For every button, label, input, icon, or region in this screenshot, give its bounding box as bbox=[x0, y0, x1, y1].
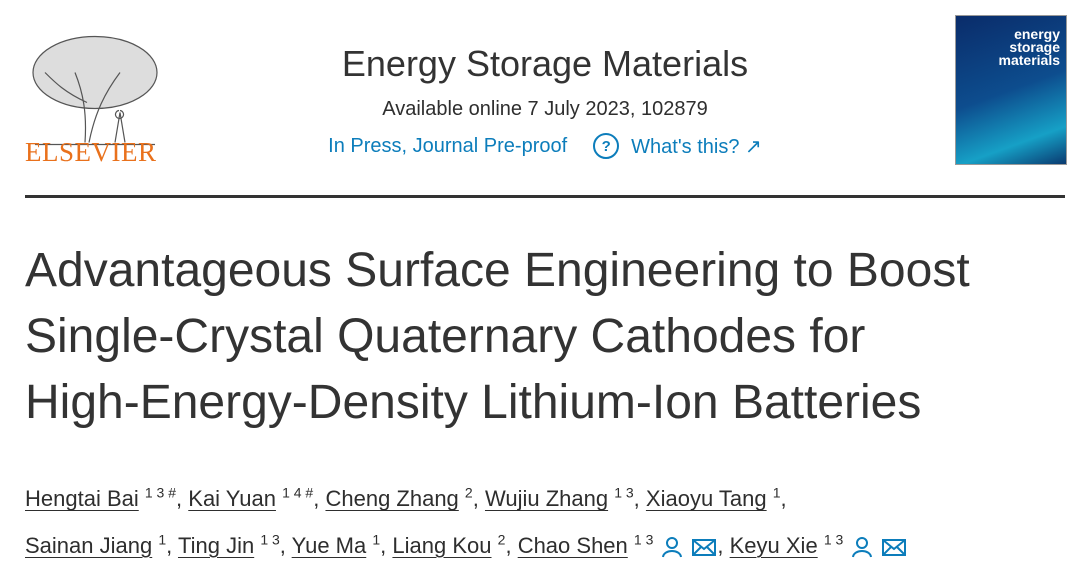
author: Wujiu Zhang 1 3, bbox=[484, 485, 640, 512]
author-list: Hengtai Bai 1 3 #, Kai Yuan 1 4 #, Cheng… bbox=[25, 473, 907, 566]
journal-cover[interactable]: energy storage materials bbox=[955, 15, 1067, 165]
cover-text: energy bbox=[1014, 26, 1060, 42]
author-name[interactable]: Liang Kou bbox=[392, 532, 492, 558]
cover-text: materials bbox=[998, 52, 1060, 68]
author-name[interactable]: Yue Ma bbox=[291, 532, 367, 558]
divider bbox=[25, 195, 1065, 198]
help-link[interactable]: What's this? ↗ bbox=[631, 135, 762, 158]
journal-name[interactable]: Energy Storage Materials bbox=[341, 43, 749, 84]
email-icon[interactable] bbox=[881, 537, 907, 557]
affiliation: 2 bbox=[497, 531, 506, 548]
affiliation: 1 bbox=[158, 531, 167, 548]
separator: , bbox=[380, 532, 387, 558]
author: Keyu Xie 1 3 bbox=[729, 531, 908, 558]
author-name[interactable]: Sainan Jiang bbox=[25, 532, 153, 558]
affiliation: 1 3 # bbox=[144, 485, 177, 501]
status-row: In Press, Journal Pre-proof ? What's thi… bbox=[300, 133, 790, 159]
cover-text: storage bbox=[1009, 39, 1060, 55]
publisher-name: ELSEVIER bbox=[25, 137, 157, 167]
status: In Press, Journal Pre-proof bbox=[328, 134, 568, 157]
author-line: Sainan Jiang 1, Ting Jin 1 3, Yue Ma 1, … bbox=[25, 519, 907, 565]
availability: Available online 7 July 2023, 102879 bbox=[382, 98, 708, 120]
affiliation: 1 3 bbox=[260, 531, 280, 548]
separator: , bbox=[633, 486, 640, 512]
author-name[interactable]: Hengtai Bai bbox=[25, 486, 139, 512]
author: Cheng Zhang 2, bbox=[325, 485, 479, 512]
author: Hengtai Bai 1 3 #, bbox=[25, 485, 183, 512]
author-name[interactable]: Xiaoyu Tang bbox=[645, 486, 767, 512]
author: Ting Jin 1 3, bbox=[177, 531, 286, 558]
author: Xiaoyu Tang 1, bbox=[645, 485, 787, 512]
separator: , bbox=[505, 532, 512, 558]
title-line: High-Energy-Density Lithium-Ion Batterie… bbox=[25, 376, 922, 429]
affiliation: 1 3 bbox=[823, 531, 844, 548]
author-name[interactable]: Ting Jin bbox=[177, 532, 255, 558]
author-name[interactable]: Cheng Zhang bbox=[325, 486, 459, 512]
author: Sainan Jiang 1, bbox=[25, 531, 173, 558]
author-name[interactable]: Kai Yuan bbox=[188, 486, 276, 512]
affiliation: 1 3 bbox=[633, 531, 654, 548]
publisher-logo bbox=[32, 35, 158, 146]
journal-info: Energy Storage Materials Available onlin… bbox=[300, 40, 790, 159]
help-icon[interactable]: ? bbox=[593, 133, 620, 159]
separator: , bbox=[472, 486, 479, 512]
separator: , bbox=[780, 486, 787, 512]
separator: , bbox=[166, 532, 173, 558]
author-name[interactable]: Chao Shen bbox=[517, 532, 628, 558]
affiliation: 1 3 bbox=[614, 485, 634, 501]
affiliation: 2 bbox=[464, 485, 473, 501]
person-icon[interactable] bbox=[661, 536, 683, 558]
email-icon[interactable] bbox=[691, 537, 717, 557]
affiliation: 1 bbox=[372, 531, 381, 548]
title-line: Advantageous Surface Engineering to Boos… bbox=[25, 244, 970, 297]
author-name[interactable]: Wujiu Zhang bbox=[484, 486, 609, 512]
author: Liang Kou 2, bbox=[392, 531, 512, 558]
separator: , bbox=[176, 486, 183, 512]
author-line: Hengtai Bai 1 3 #, Kai Yuan 1 4 #, Cheng… bbox=[25, 473, 907, 519]
person-icon[interactable] bbox=[851, 536, 873, 558]
affiliation: 1 bbox=[772, 485, 781, 501]
separator: , bbox=[717, 532, 724, 558]
author: Chao Shen 1 3, bbox=[517, 531, 724, 558]
author: Yue Ma 1, bbox=[291, 531, 387, 558]
separator: , bbox=[313, 486, 320, 512]
affiliation: 1 4 # bbox=[282, 485, 314, 501]
separator: , bbox=[279, 532, 286, 558]
author-name[interactable]: Keyu Xie bbox=[729, 532, 818, 558]
article-title: Advantageous Surface Engineering to Boos… bbox=[25, 238, 970, 436]
title-line: Single-Crystal Quaternary Cathodes for bbox=[25, 310, 866, 363]
help-text[interactable]: What's this? bbox=[631, 135, 740, 158]
author: Kai Yuan 1 4 #, bbox=[188, 485, 320, 512]
